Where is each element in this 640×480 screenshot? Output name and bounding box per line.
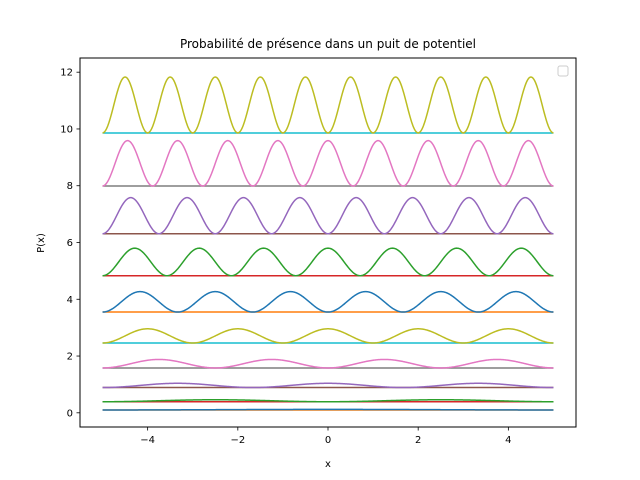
y-tick-label: 10 [60, 124, 73, 135]
y-axis-label: P(x) [36, 233, 47, 253]
probability-curve-9 [102, 139, 554, 187]
legend-box [557, 65, 569, 77]
y-tick-label: 0 [67, 408, 73, 419]
x-tick-label: −4 [140, 435, 155, 446]
x-tick-label: 2 [415, 435, 421, 446]
x-axis-label: x [325, 459, 331, 470]
plot-area [102, 76, 554, 411]
y-axis: 0 2 4 6 8 10 12 [60, 68, 80, 419]
probability-curve-2 [102, 399, 554, 403]
x-tick-label: 0 [325, 435, 331, 446]
probability-curve-8 [102, 196, 554, 235]
x-axis: −4 −2 0 2 4 [140, 427, 512, 446]
probability-curve-6 [102, 290, 554, 313]
x-tick-label: −2 [230, 435, 245, 446]
y-tick-label: 4 [67, 295, 73, 306]
probability-curve-1 [102, 408, 554, 411]
probability-curve-7 [102, 247, 554, 277]
probability-curve-5 [102, 328, 554, 344]
y-tick-label: 8 [67, 181, 73, 192]
y-tick-label: 6 [67, 238, 73, 249]
y-tick-label: 12 [60, 68, 73, 79]
probability-curve-4 [102, 358, 554, 369]
y-tick-label: 2 [67, 352, 73, 363]
x-tick-label: 4 [505, 435, 511, 446]
probability-curve-3 [102, 382, 554, 389]
chart-title: Probabilité de présence dans un puit de … [180, 37, 476, 51]
probability-curve-10 [102, 76, 554, 134]
